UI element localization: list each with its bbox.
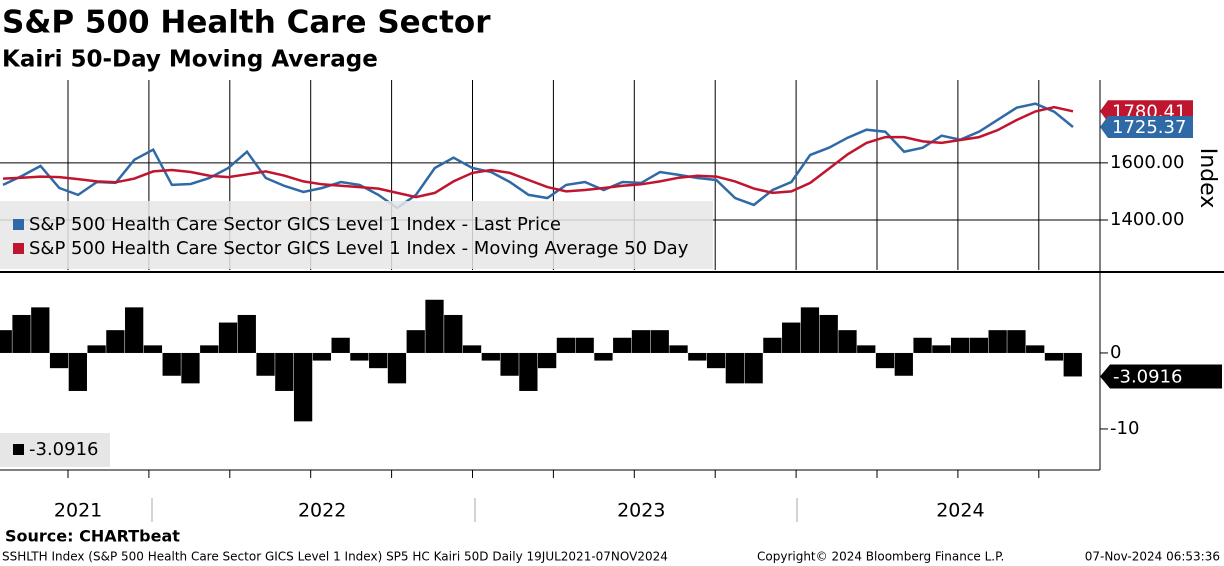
legend-swatch bbox=[13, 444, 24, 455]
last-value-label: -3.0916 bbox=[1113, 366, 1182, 387]
bar bbox=[857, 345, 876, 353]
bar bbox=[237, 314, 256, 353]
bar bbox=[369, 352, 388, 369]
bar bbox=[819, 314, 838, 353]
bar bbox=[875, 352, 895, 369]
bar bbox=[87, 345, 106, 353]
bar bbox=[312, 352, 332, 361]
bar bbox=[688, 352, 707, 361]
legend-swatch bbox=[13, 219, 24, 230]
bar bbox=[481, 352, 500, 361]
bar bbox=[462, 345, 482, 353]
legend-label: -3.0916 bbox=[29, 439, 98, 460]
last-value-box bbox=[1100, 364, 1222, 389]
series-line bbox=[2, 102, 1074, 210]
source: Source: CHARTbeat bbox=[5, 527, 180, 546]
bar bbox=[538, 352, 557, 369]
bar bbox=[162, 352, 181, 376]
bar bbox=[444, 314, 463, 353]
bar bbox=[350, 352, 369, 361]
legend-label: S&P 500 Health Care Sector GICS Level 1 … bbox=[29, 214, 561, 235]
bar bbox=[556, 337, 576, 353]
chart-subtitle: Kairi 50-Day Moving Average bbox=[2, 47, 378, 73]
bar bbox=[200, 345, 219, 353]
copyright: Copyright© 2024 Bloomberg Finance L.P. bbox=[757, 550, 1004, 564]
bar bbox=[143, 345, 163, 353]
bar bbox=[669, 345, 688, 353]
bar bbox=[650, 330, 669, 353]
legend-label: S&P 500 Health Care Sector GICS Level 1 … bbox=[29, 238, 689, 259]
bar bbox=[125, 307, 144, 353]
y-tick-label: -10 bbox=[1110, 418, 1139, 439]
last-value-box bbox=[1100, 116, 1193, 139]
bar bbox=[106, 330, 125, 353]
x-tick-label: 2023 bbox=[617, 500, 665, 522]
bar bbox=[744, 352, 763, 384]
timestamp: 07-Nov-2024 06:53:36 bbox=[1085, 550, 1220, 564]
chart-title: S&P 500 Health Care Sector bbox=[2, 5, 491, 41]
legend-swatch bbox=[13, 243, 24, 254]
bar bbox=[218, 322, 238, 353]
bar bbox=[913, 337, 932, 353]
bar bbox=[838, 330, 857, 353]
bar bbox=[725, 352, 744, 384]
footer: SSHLTH Index (S&P 500 Health Care Sector… bbox=[2, 550, 668, 564]
bar bbox=[293, 352, 313, 422]
bar bbox=[331, 337, 350, 353]
bar bbox=[613, 337, 632, 353]
bar bbox=[1063, 352, 1082, 377]
bar bbox=[1044, 352, 1064, 361]
bar bbox=[31, 307, 50, 353]
bar bbox=[969, 337, 989, 353]
bar bbox=[387, 352, 407, 384]
bar bbox=[68, 352, 87, 391]
y-tick-label: 0 bbox=[1110, 342, 1121, 363]
x-tick-label: 2021 bbox=[54, 500, 102, 522]
bar bbox=[594, 352, 613, 361]
bar bbox=[406, 330, 425, 353]
y-tick-label: 1400.00 bbox=[1110, 209, 1184, 230]
bar bbox=[631, 330, 651, 353]
bar bbox=[782, 322, 801, 353]
bar bbox=[575, 337, 594, 353]
bar bbox=[500, 352, 519, 376]
bar bbox=[706, 352, 726, 369]
bar bbox=[763, 337, 782, 353]
bar bbox=[0, 330, 12, 353]
bar bbox=[932, 345, 951, 353]
bar bbox=[950, 337, 970, 353]
legend-box bbox=[0, 201, 713, 269]
bar bbox=[49, 352, 69, 369]
y-axis-label: Index bbox=[1195, 148, 1220, 209]
bar bbox=[988, 330, 1007, 353]
bar bbox=[425, 299, 444, 353]
bar bbox=[800, 307, 820, 353]
bar bbox=[1007, 330, 1026, 353]
x-tick-label: 2022 bbox=[298, 500, 346, 522]
y-tick-label: 1600.00 bbox=[1110, 152, 1184, 173]
bar bbox=[1026, 345, 1045, 353]
series-line bbox=[2, 105, 1074, 199]
bar bbox=[275, 352, 294, 391]
bar bbox=[256, 352, 275, 376]
bar bbox=[12, 314, 31, 353]
x-tick-label: 2024 bbox=[936, 500, 984, 522]
last-value-label: 1725.37 bbox=[1112, 117, 1186, 138]
bar bbox=[181, 352, 200, 384]
bar bbox=[894, 352, 913, 376]
bar bbox=[519, 352, 538, 391]
